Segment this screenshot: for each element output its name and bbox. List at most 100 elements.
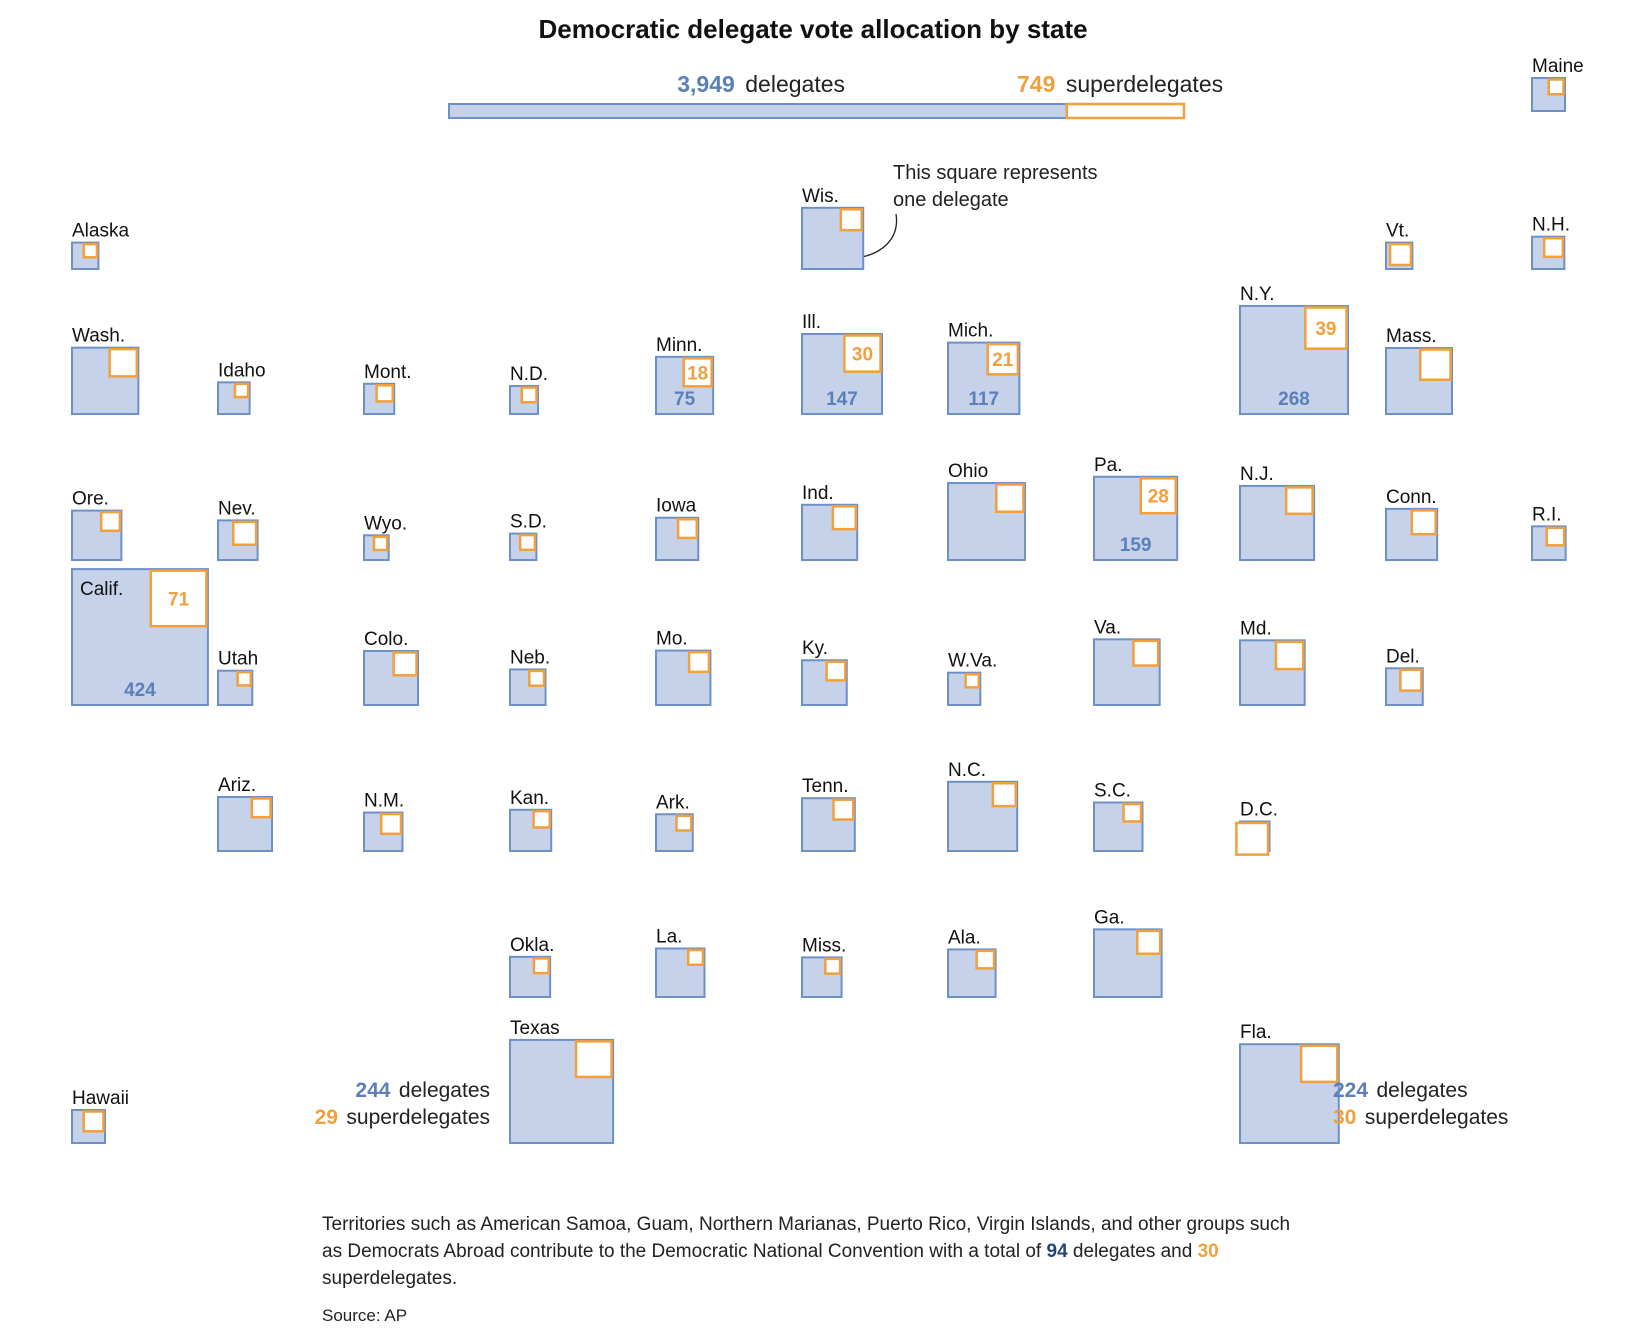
state-calif: Calif. 424 71 xyxy=(71,568,209,706)
state-label-s-d: S.D. xyxy=(510,512,547,533)
state-superdelegates-square-n-h xyxy=(1542,236,1565,259)
state-label-r-i: R.I. xyxy=(1532,504,1562,525)
state-superdelegates-square-la xyxy=(686,948,705,967)
texas-delegates-callout: 244 delegates xyxy=(355,1079,490,1102)
state-ky: Ky. xyxy=(801,638,848,707)
state-superdelegates-square-ga xyxy=(1136,929,1162,955)
state-alaska: Alaska xyxy=(71,221,129,271)
state-label-w-va: W.Va. xyxy=(948,651,997,672)
state-w-va: W.Va. xyxy=(947,651,997,707)
state-label-n-y: N.Y. xyxy=(1240,284,1275,305)
state-superdelegates-square-wash xyxy=(108,347,139,378)
state-n-y: N.Y. 268 39 xyxy=(1239,284,1350,415)
total-superdelegates-label: 749 superdelegates xyxy=(1017,71,1223,97)
state-superdelegates-square-vt xyxy=(1388,242,1413,267)
state-mich: Mich. 117 21 xyxy=(947,321,1021,415)
state-idaho: Idaho xyxy=(217,360,266,415)
state-superdelegates-square-tenn xyxy=(832,798,855,821)
state-nev: Nev. xyxy=(217,498,259,562)
state-n-j: N.J. xyxy=(1239,464,1316,562)
state-mont: Mont. xyxy=(363,362,412,416)
state-label-n-m: N.M. xyxy=(364,791,404,812)
total-delegates-bar xyxy=(448,103,1068,119)
state-label-colo: Colo. xyxy=(364,629,408,650)
state-mo: Mo. xyxy=(655,629,712,707)
state-n-d: N.D. xyxy=(509,364,548,415)
state-superdelegates-value-pa: 28 xyxy=(1148,487,1169,508)
state-label-ark: Ark. xyxy=(656,792,690,813)
state-label-utah: Utah xyxy=(218,649,258,670)
state-delegates-value-minn: 75 xyxy=(674,389,696,410)
state-label-la: La. xyxy=(656,927,682,948)
state-label-ohio: Ohio xyxy=(948,461,988,482)
total-delegates-value: 3,949 xyxy=(677,71,735,97)
state-superdelegates-square-ariz xyxy=(250,797,272,819)
state-superdelegates-square-colo xyxy=(392,651,418,677)
state-superdelegates-square-mass xyxy=(1419,348,1452,381)
state-s-d: S.D. xyxy=(509,512,547,561)
state-label-del: Del. xyxy=(1386,646,1420,667)
state-delegates-value-ill: 147 xyxy=(826,389,858,410)
state-superdelegates-value-ill: 30 xyxy=(852,345,873,366)
territory-superdelegates: 30 xyxy=(1197,1241,1219,1262)
state-superdelegates-square-ore xyxy=(99,510,122,533)
state-superdelegates-square-idaho xyxy=(233,382,250,399)
state-superdelegates-square-d-c xyxy=(1235,821,1270,856)
state-label-tenn: Tenn. xyxy=(802,776,848,797)
state-label-iowa: Iowa xyxy=(656,496,697,517)
state-label-wyo: Wyo. xyxy=(364,513,407,534)
state-delegates-square-colo xyxy=(363,649,420,707)
state-superdelegates-square-wyo xyxy=(372,535,389,552)
state-delegates-value-pa: 159 xyxy=(1120,535,1152,556)
state-label-va: Va. xyxy=(1094,617,1121,638)
state-superdelegates-square-nev xyxy=(231,520,258,547)
state-neb: Neb. xyxy=(509,647,550,706)
state-tenn: Tenn. xyxy=(801,776,856,853)
state-label-n-c: N.C. xyxy=(948,760,986,781)
state-delegates-square-neb xyxy=(509,668,547,706)
state-label-miss: Miss. xyxy=(802,935,846,956)
state-label-vt: Vt. xyxy=(1386,221,1409,242)
state-minn: Minn. 75 18 xyxy=(655,335,715,415)
texas-superdelegates-callout: 29 superdelegates xyxy=(315,1106,490,1129)
state-superdelegates-square-va xyxy=(1132,639,1160,667)
state-label-n-j: N.J. xyxy=(1240,464,1274,485)
state-kan: Kan. xyxy=(509,788,553,853)
state-colo: Colo. xyxy=(363,629,420,707)
state-wash: Wash. xyxy=(71,326,140,415)
state-superdelegates-square-miss xyxy=(824,957,842,975)
state-label-maine: Maine xyxy=(1532,56,1584,77)
state-label-ill: Ill. xyxy=(802,312,821,333)
state-superdelegates-square-mont xyxy=(375,384,394,403)
state-n-m: N.M. xyxy=(363,791,404,853)
state-label-neb: Neb. xyxy=(510,647,550,668)
annotation-line-2: one delegate xyxy=(893,189,1009,211)
state-iowa: Iowa xyxy=(655,496,700,561)
state-d-c: D.C. xyxy=(1235,799,1278,856)
state-va: Va. xyxy=(1093,617,1161,706)
state-la: La. xyxy=(655,927,706,999)
state-label-calif: Calif. xyxy=(80,579,123,600)
state-label-n-d: N.D. xyxy=(510,364,548,385)
state-superdelegates-square-calif xyxy=(149,569,208,628)
state-superdelegates-square-ark xyxy=(675,814,693,832)
state-okla: Okla. xyxy=(509,935,554,998)
state-superdelegates-square-n-c xyxy=(991,782,1017,808)
state-label-pa: Pa. xyxy=(1094,455,1123,476)
state-label-fla: Fla. xyxy=(1240,1022,1272,1043)
state-label-mo: Mo. xyxy=(656,629,688,650)
state-hawaii: Hawaii xyxy=(71,1088,129,1144)
state-delegates-value-n-y: 268 xyxy=(1278,389,1310,410)
state-n-h: N.H. xyxy=(1531,215,1570,270)
state-superdelegates-square-n-m xyxy=(379,812,403,836)
state-superdelegates-square-ala xyxy=(975,949,996,970)
state-label-wis: Wis. xyxy=(802,186,839,207)
state-superdelegates-value-mich: 21 xyxy=(992,350,1014,371)
state-del: Del. xyxy=(1385,646,1424,706)
state-superdelegates-square-n-j xyxy=(1284,486,1314,516)
state-n-c: N.C. xyxy=(947,760,1019,853)
state-superdelegates-square-maine xyxy=(1547,78,1565,96)
state-label-d-c: D.C. xyxy=(1240,799,1278,820)
state-maine: Maine xyxy=(1531,56,1584,112)
